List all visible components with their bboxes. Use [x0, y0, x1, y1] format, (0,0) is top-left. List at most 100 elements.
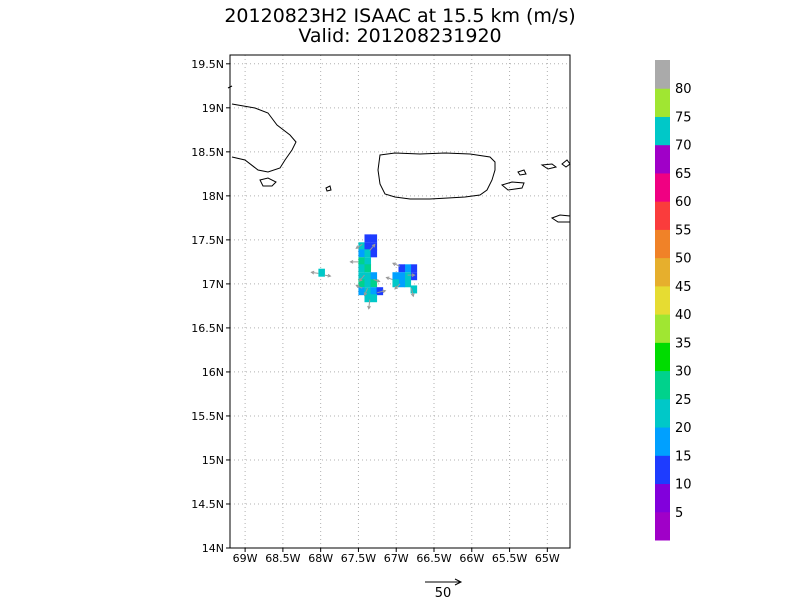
- wind-vector-head: [349, 260, 354, 264]
- colorbar-label: 60: [675, 195, 692, 210]
- map-frame: [229, 54, 571, 549]
- colorbar-swatch: [655, 483, 670, 513]
- wind-cell: [364, 242, 372, 251]
- colorbar-label: 70: [675, 139, 692, 154]
- island-mona: [325, 185, 332, 192]
- y-tick-label: 15.5N: [191, 410, 224, 423]
- wind-cell: [398, 264, 406, 273]
- y-tick-label: 15N: [202, 454, 224, 467]
- y-tick-label: 14N: [202, 542, 224, 555]
- coastlines: [227, 85, 571, 223]
- wind-speed-cells: [318, 234, 418, 303]
- x-axis-ticks: 69W 68.5W 68W 67.5W 67W 66.5W 66W 65.5W 65W: [233, 548, 560, 565]
- colorbar-label: 5: [675, 506, 683, 521]
- chart-valid-time: Valid: 201208231920: [298, 25, 501, 47]
- wind-vector-head: [394, 285, 399, 290]
- colorbar: 5 10 15 20 25 30 35 40 45 50 55 60 65 70 75 80: [655, 60, 692, 541]
- wind-vector-head: [363, 292, 368, 297]
- wind-cell: [370, 272, 378, 281]
- wind-vector: [369, 244, 376, 251]
- wind-vector-head: [376, 278, 381, 283]
- wind-cell: [398, 272, 406, 281]
- colorbar-label: 40: [675, 308, 692, 323]
- colorbar-swatch: [655, 172, 670, 202]
- wind-vector: [394, 283, 401, 290]
- wind-cell: [404, 264, 412, 273]
- wind-vector: [359, 274, 365, 282]
- reference-vector-label: 50: [435, 586, 452, 600]
- wind-cell: [392, 279, 399, 288]
- colorbar-swatch: [655, 229, 670, 259]
- colorbar-label: 35: [675, 336, 692, 351]
- colorbar-swatch: [655, 511, 670, 541]
- wind-cell: [318, 268, 325, 277]
- island-saona: [259, 177, 277, 187]
- island-st-john: [561, 159, 571, 168]
- wind-vector: [410, 288, 414, 297]
- wind-cell: [364, 264, 372, 273]
- wind-vector: [386, 277, 393, 280]
- y-tick-label: 16.5N: [191, 322, 224, 335]
- wind-cell: [364, 294, 372, 303]
- y-tick-label: 19N: [202, 102, 224, 115]
- colorbar-label: 80: [675, 82, 692, 97]
- colorbar-label: 10: [675, 478, 692, 493]
- wind-vector-head: [385, 276, 390, 281]
- island-st-thomas: [540, 163, 558, 170]
- wind-cell: [410, 285, 418, 294]
- wind-vector: [364, 288, 368, 296]
- wind-cell: [410, 272, 418, 281]
- wind-cell: [376, 287, 384, 296]
- colorbar-label: 20: [675, 421, 692, 436]
- wind-cell: [364, 279, 372, 288]
- wind-vector: [368, 299, 371, 309]
- coastline-hispaniola: [227, 85, 297, 173]
- island-st-croix: [550, 214, 571, 223]
- reference-vector-arrowhead: [454, 578, 463, 586]
- wind-cell: [358, 272, 365, 281]
- chart-title: 20120823H2 ISAAC at 15.5 km (m/s): [224, 5, 575, 27]
- coastline-puerto-rico: [377, 152, 496, 200]
- wind-cell: [358, 249, 365, 258]
- wind-cell: [370, 249, 378, 258]
- wind-cell: [358, 242, 365, 251]
- wind-vector-head: [355, 284, 360, 289]
- colorbar-label: 25: [675, 393, 692, 408]
- x-tick-label: 68.5W: [265, 552, 300, 565]
- colorbar-swatch: [655, 88, 670, 117]
- x-tick-label: 67.5W: [341, 552, 376, 565]
- island-vieques: [500, 181, 525, 191]
- x-tick-label: 66.5W: [416, 552, 451, 565]
- wind-cell: [358, 257, 365, 266]
- colorbar-swatch: [655, 342, 670, 372]
- colorbar-label: 30: [675, 365, 692, 380]
- colorbar-swatch: [655, 285, 670, 315]
- x-tick-label: 66W: [459, 552, 484, 565]
- y-tick-label: 18N: [202, 190, 224, 203]
- y-tick-label: 19.5N: [191, 58, 224, 71]
- wind-cell: [358, 287, 365, 296]
- colorbar-swatch: [655, 398, 670, 428]
- colorbar-swatch: [655, 370, 670, 400]
- colorbar-swatch: [655, 455, 670, 485]
- wind-cell: [370, 294, 378, 303]
- y-tick-label: 17N: [202, 278, 224, 291]
- wind-cell: [364, 234, 372, 243]
- wind-cell: [370, 279, 378, 288]
- wind-cell: [392, 272, 399, 281]
- wind-vector-head: [358, 278, 363, 282]
- wind-vector: [373, 279, 380, 282]
- y-tick-label: 18.5N: [191, 146, 224, 159]
- island-culebra: [517, 169, 527, 176]
- wind-cell: [370, 287, 378, 296]
- grid-lines: [230, 55, 570, 549]
- wind-vector: [377, 290, 386, 294]
- colorbar-label: 75: [675, 110, 692, 125]
- colorbar-swatch: [655, 427, 670, 456]
- y-axis-ticks: 14N 14.5N 15N 15.5N 16N 16.5N 17N 17.5N 18N 18.5N…: [191, 58, 230, 555]
- x-tick-label: 67W: [384, 552, 409, 565]
- wind-vector: [355, 243, 363, 249]
- wind-cell: [370, 234, 378, 243]
- colorbar-label: 15: [675, 449, 692, 464]
